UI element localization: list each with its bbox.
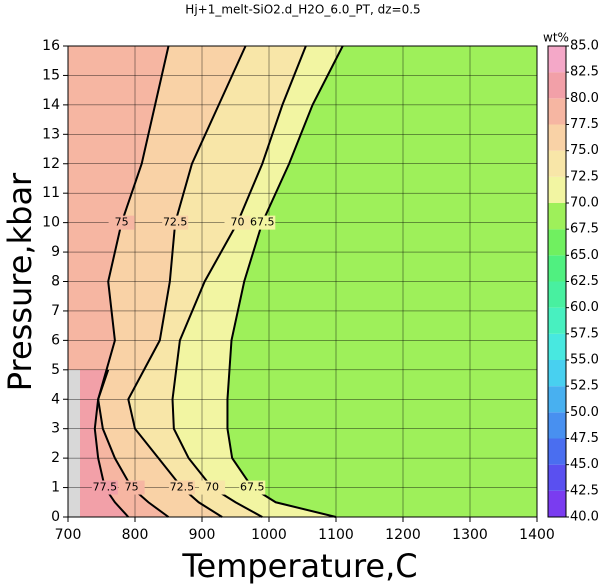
colorbar-tick-label: 55.0: [570, 353, 599, 368]
contour-label-bg: [118, 480, 145, 495]
x-tick-label: 1300: [452, 527, 488, 543]
colorbar-band: [548, 46, 566, 73]
colorbar-band: [548, 229, 566, 256]
contour-label: 77.5: [93, 481, 118, 494]
y-tick-label: 0: [51, 509, 60, 525]
contour-line: [93, 369, 130, 518]
colorbar-tick-label: 72.5: [570, 169, 599, 184]
contour-label: 75: [115, 216, 129, 229]
y-tick-label: 5: [51, 362, 60, 378]
y-axis-title: Pressure,kbar: [1, 172, 39, 391]
contour-label-bg: [199, 480, 226, 495]
y-tick-label: 13: [42, 126, 60, 142]
contour-label-bg: [239, 480, 266, 495]
colorbar-band: [548, 438, 566, 465]
y-tick-label: 2: [51, 450, 60, 466]
contour-label-bg: [224, 215, 251, 230]
contour-label: 70: [231, 216, 245, 229]
colorbar-band: [548, 281, 566, 308]
colorbar-tick-label: 47.5: [570, 431, 599, 446]
colorbar-tick-label: 70.0: [570, 196, 599, 211]
colorbar-band: [548, 203, 566, 230]
contour-label-bg: [91, 480, 118, 495]
contour-label-bg: [162, 215, 189, 230]
colorbar-tick-label: 52.5: [570, 379, 599, 394]
colorbar-tick-label: 67.5: [570, 222, 599, 237]
colorbar-tick-label: 82.5: [570, 65, 599, 80]
colorbar-tick-label: 85.0: [570, 39, 599, 54]
colorbar-tick-label: 65.0: [570, 248, 599, 263]
colorbar-tick-label: 75.0: [570, 143, 599, 158]
y-tick-label: 8: [51, 274, 60, 290]
y-tick-label: 4: [51, 391, 60, 407]
colorbar-tick-label: 62.5: [570, 274, 599, 289]
x-tick-label: 1000: [251, 527, 287, 543]
y-tick-label: 3: [51, 421, 60, 437]
y-tick-label: 16: [42, 38, 60, 54]
contour-fill: [68, 369, 129, 517]
y-tick-label: 7: [51, 303, 60, 319]
colorbar-band: [548, 412, 566, 439]
x-tick-label: 1400: [519, 527, 555, 543]
colorbar-band: [548, 72, 566, 99]
contour-label-bg: [168, 480, 195, 495]
colorbar-band: [548, 98, 566, 125]
colorbar-tick-label: 45.0: [570, 457, 599, 472]
x-tick-label: 800: [122, 527, 149, 543]
y-tick-label: 14: [42, 97, 60, 113]
colorbar-band: [548, 255, 566, 282]
contour-label: 72.5: [163, 216, 188, 229]
colorbar-band: [548, 464, 566, 491]
contour-label-bg: [108, 215, 135, 230]
colorbar-band: [548, 333, 566, 360]
colorbar-tick-label: 50.0: [570, 405, 599, 420]
x-tick-label: 700: [55, 527, 82, 543]
contour-label: 67.5: [250, 216, 275, 229]
colorbar-band: [548, 307, 566, 334]
y-tick-label: 11: [42, 185, 60, 201]
colorbar-tick-label: 40.0: [570, 510, 599, 525]
colorbar-tick-label: 60.0: [570, 300, 599, 315]
colorbar-band: [548, 360, 566, 387]
colorbar-title: wt%: [543, 31, 569, 45]
chart-title: Hj+1_melt-SiO2.d_H2O_6.0_PT, dz=0.5: [185, 3, 420, 17]
no-data-region: [68, 369, 80, 517]
y-tick-label: 12: [42, 156, 60, 172]
y-tick-label: 15: [42, 67, 60, 83]
colorbar-band: [548, 176, 566, 203]
y-tick-label: 9: [51, 244, 60, 260]
contour-label: 75: [125, 481, 139, 494]
y-tick-label: 10: [42, 215, 60, 231]
colorbar-tick-label: 80.0: [570, 91, 599, 106]
colorbar-tick-label: 77.5: [570, 117, 599, 132]
colorbar-tick-label: 42.5: [570, 483, 599, 498]
colorbar-tick-label: 57.5: [570, 326, 599, 341]
colorbar-band: [548, 490, 566, 517]
contour-label: 67.5: [240, 481, 265, 494]
contour-label-bg: [249, 215, 276, 230]
y-tick-label: 6: [51, 332, 60, 348]
x-axis-title: Temperature,C: [181, 547, 417, 585]
y-tick-label: 1: [51, 480, 60, 496]
colorbar-band: [548, 124, 566, 151]
x-tick-label: 1100: [318, 527, 354, 543]
contour-label: 70: [205, 481, 219, 494]
x-tick-label: 1200: [385, 527, 421, 543]
colorbar-band: [548, 150, 566, 177]
colorbar-band: [548, 386, 566, 413]
x-tick-label: 900: [189, 527, 216, 543]
contour-label: 72.5: [170, 481, 195, 494]
